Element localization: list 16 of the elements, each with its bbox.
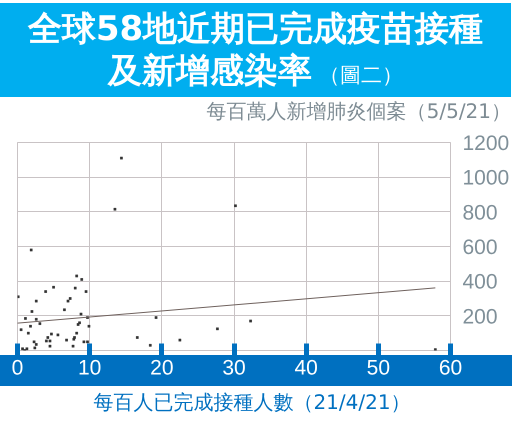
x-tick-label: 0 — [12, 356, 24, 380]
x-tick-label: 20 — [150, 356, 174, 380]
x-axis-title: 每百人已完成接種人數（21/4/21） — [92, 389, 412, 416]
y-tick-label: 1200 — [462, 132, 510, 155]
y-tick-label: 800 — [462, 201, 498, 224]
x-tick-label: 30 — [222, 356, 246, 380]
y-tick-label: 600 — [462, 236, 498, 259]
x-tick-label: 50 — [366, 356, 390, 380]
x-tick-label: 10 — [78, 356, 102, 380]
y-axis-title: 每百萬人新增肺炎個案（5/5/21） — [206, 98, 511, 124]
chart-subtitle: （圖二） — [318, 63, 403, 87]
y-tick-label: 400 — [462, 270, 498, 294]
y-tick-label: 1000 — [462, 166, 510, 190]
x-tick-label: 40 — [294, 356, 318, 380]
y-tick-label: 200 — [462, 305, 498, 328]
x-tick-label: 60 — [438, 356, 462, 380]
